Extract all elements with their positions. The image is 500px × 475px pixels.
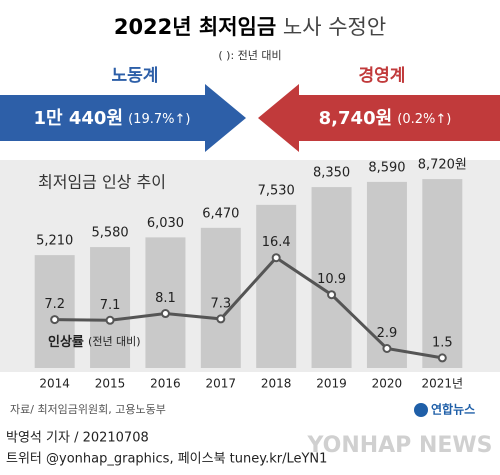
line-value-label: 2.9 — [377, 326, 398, 341]
bar — [90, 247, 131, 368]
line-value-label: 7.2 — [44, 297, 65, 312]
labor-change: (19.7%↑) — [128, 112, 190, 127]
line-point — [327, 290, 337, 300]
line-point — [437, 353, 447, 363]
bar-value-label: 8,350 — [313, 166, 350, 181]
line-point — [382, 344, 392, 353]
management-amount: 8,740원 — [319, 108, 393, 129]
line-name: 인상률 — [48, 334, 84, 350]
x-tick-label: 2015 — [95, 377, 126, 391]
x-tick-label: 2021년 — [422, 377, 464, 391]
x-tick-label: 2014 — [39, 377, 70, 391]
line-point — [105, 315, 115, 325]
line-value-label: 1.5 — [432, 335, 453, 350]
subtitle: ( ): 전년 대비 — [218, 49, 281, 62]
bar-value-label: 6,030 — [147, 216, 184, 231]
line-point — [271, 253, 281, 263]
line-point — [216, 314, 226, 324]
watermark: YONHAP NEWS — [306, 433, 492, 458]
credit: 박영석 기자 / 20210708 — [6, 431, 149, 446]
line-point — [160, 309, 170, 319]
line-value-label: 7.3 — [210, 296, 231, 311]
bar — [256, 204, 297, 368]
bar-value-label: 5,580 — [91, 226, 128, 241]
bar — [200, 227, 241, 368]
x-tick-label: 2017 — [206, 377, 237, 391]
title: 2022년 최저임금 노사 수정안 — [114, 15, 386, 39]
logo: 연합뉴스 — [431, 402, 475, 417]
line-note: (전년 대비) — [88, 335, 141, 348]
sns: 트위터 @yonhap_graphics, 페이스북 tuney.kr/LeYN… — [6, 452, 327, 467]
bar — [145, 237, 186, 368]
labor-amount: 1만 440원 — [34, 108, 123, 129]
x-tick-label: 2019 — [316, 377, 347, 391]
bar-value-label: 8,720원 — [418, 158, 467, 173]
source: 자료/ 최저임금위원회, 고용노동부 — [10, 403, 166, 416]
x-tick-label: 2020 — [372, 377, 403, 391]
line — [54, 255, 443, 360]
bar-value-label: 6,470 — [202, 206, 239, 221]
line-label: 인상률 (전년 대비) — [48, 334, 141, 350]
chart-background — [0, 160, 500, 372]
line-value-label: 7.1 — [100, 298, 121, 313]
line-value-label: 10.9 — [317, 272, 346, 287]
management-change: (0.2%↑) — [397, 112, 451, 127]
labor-proposal: 1만 440원 (19.7%↑) — [34, 108, 191, 129]
bar-value-label: 5,210 — [36, 234, 73, 249]
x-tick-label: 2016 — [150, 377, 181, 391]
title-light: 노사 수정안 — [283, 15, 386, 39]
logo-icon — [414, 403, 428, 417]
management-name: 경영계 — [359, 66, 406, 86]
management-arrow — [258, 84, 500, 152]
management-proposal: 8,740원 (0.2%↑) — [319, 108, 452, 129]
bar-value-label: 8,590 — [368, 160, 405, 175]
line-point — [50, 315, 60, 325]
line-value-label: 8.1 — [155, 291, 176, 306]
x-tick-label: 2018 — [261, 377, 292, 391]
title-bold: 2022년 최저임금 — [114, 15, 276, 39]
bar-value-label: 7,530 — [258, 183, 295, 198]
bar — [34, 255, 75, 368]
line-value-label: 16.4 — [262, 235, 291, 250]
bar — [422, 179, 463, 368]
labor-name: 노동계 — [112, 66, 159, 86]
chart-title: 최저임금 인상 추이 — [38, 173, 166, 192]
labor-arrow — [0, 84, 246, 152]
plot: 2014 2015 2016 2017 2018 2019 2020 2021년 5,210 5,… — [34, 158, 467, 391]
bar — [311, 187, 352, 368]
